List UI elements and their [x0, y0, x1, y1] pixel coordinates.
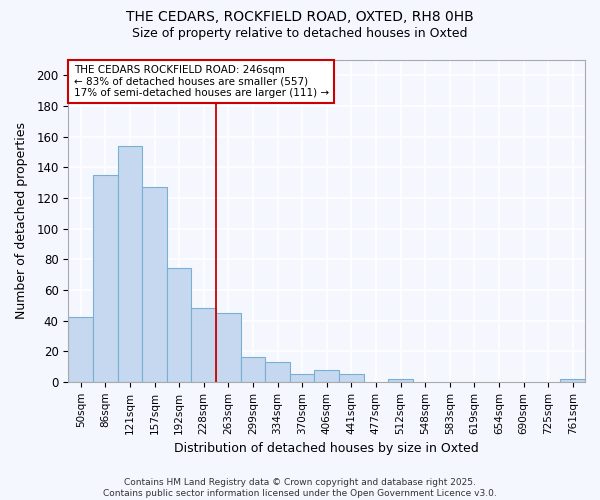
Text: THE CEDARS ROCKFIELD ROAD: 246sqm
← 83% of detached houses are smaller (557)
17%: THE CEDARS ROCKFIELD ROAD: 246sqm ← 83% … [74, 65, 329, 98]
Bar [68, 318, 93, 382]
Bar [142, 187, 167, 382]
Text: Contains HM Land Registry data © Crown copyright and database right 2025.
Contai: Contains HM Land Registry data © Crown c… [103, 478, 497, 498]
Y-axis label: Number of detached properties: Number of detached properties [15, 122, 28, 320]
Bar [339, 374, 364, 382]
Bar [216, 313, 241, 382]
Bar [191, 308, 216, 382]
Bar [241, 358, 265, 382]
Bar [265, 362, 290, 382]
Bar [167, 268, 191, 382]
Bar [388, 379, 413, 382]
Bar [314, 370, 339, 382]
Bar [118, 146, 142, 382]
X-axis label: Distribution of detached houses by size in Oxted: Distribution of detached houses by size … [175, 442, 479, 455]
Text: THE CEDARS, ROCKFIELD ROAD, OXTED, RH8 0HB: THE CEDARS, ROCKFIELD ROAD, OXTED, RH8 0… [126, 10, 474, 24]
Bar [560, 379, 585, 382]
Bar [93, 175, 118, 382]
Text: Size of property relative to detached houses in Oxted: Size of property relative to detached ho… [132, 28, 468, 40]
Bar [290, 374, 314, 382]
